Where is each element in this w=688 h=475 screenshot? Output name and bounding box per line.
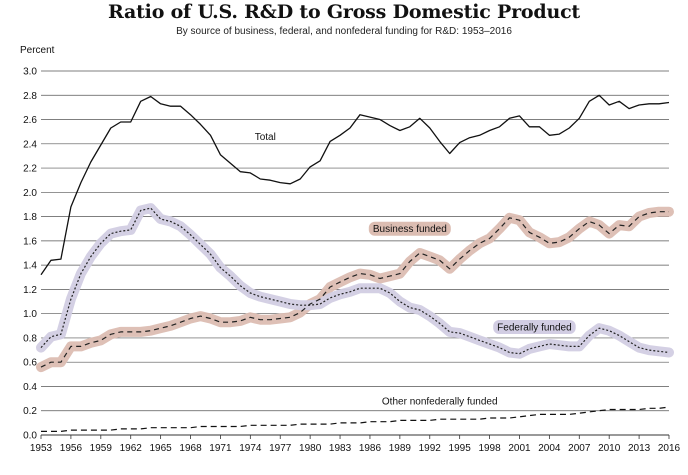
y-tick-label: 0.0: [23, 431, 37, 442]
chart-subtitle: By source of business, federal, and nonf…: [176, 26, 512, 37]
x-tick-label: 1962: [120, 443, 143, 454]
y-tick-label: 1.2: [23, 285, 37, 296]
series-line-business-funded: [40, 211, 669, 368]
x-tick-label: 2004: [538, 443, 561, 454]
y-tick-label: 1.0: [23, 309, 37, 320]
y-tick-label: 1.6: [23, 236, 37, 247]
x-tick-label: 1977: [269, 443, 292, 454]
y-tick-label: 0.4: [23, 382, 37, 393]
series-label-total: Total: [255, 132, 276, 143]
y-tick-label: 0.2: [23, 406, 37, 417]
y-tick-label: 2.2: [23, 164, 37, 175]
series-line-total: [40, 94, 670, 276]
series-line-federally-funded: [40, 207, 670, 355]
chart-title: Ratio of U.S. R&D to Gross Domestic Prod…: [107, 1, 581, 23]
x-tick-label: 1968: [179, 443, 202, 454]
x-tick-label: 1956: [60, 443, 83, 454]
x-tick-label: 1992: [419, 443, 442, 454]
series-highlights: [36, 203, 674, 373]
x-tick-label: 1959: [90, 443, 113, 454]
y-tick-label: 2.0: [23, 188, 37, 199]
axes: 0.0 0.2 0.4 0.6 0.8 1.0 1.2 1.4 1.6 1.8 2.0 2.2 2.4 2…: [20, 45, 681, 454]
x-tick-label: 1998: [478, 443, 501, 454]
y-tick-label: 3.0: [23, 67, 37, 78]
x-tick-label: 2016: [658, 443, 681, 454]
y-tick-label: 1.8: [23, 212, 37, 223]
y-tick-label: 1.4: [23, 261, 37, 272]
x-tick-label: 2007: [568, 443, 591, 454]
x-tick-label: 1995: [449, 443, 472, 454]
x-tick-label: 1965: [149, 443, 172, 454]
gridlines: [41, 70, 669, 436]
x-tick-label: 1980: [299, 443, 322, 454]
y-tick-label: 2.8: [23, 91, 37, 102]
x-tick-label: 1989: [389, 443, 412, 454]
y-tick-label: 2.6: [23, 115, 37, 126]
series-label-business-funded: Business funded: [373, 224, 447, 235]
series-line-other-nonfederally-funded: [41, 406, 670, 432]
y-tick-label: 0.6: [23, 358, 37, 369]
y-tick-label: 0.8: [23, 333, 37, 344]
x-tick-label: 1974: [239, 443, 262, 454]
series-label-federally-funded: Federally funded: [497, 323, 572, 334]
series-labels: Total Business funded Federally funded Othe…: [255, 132, 576, 408]
series-label-bg-federally-funded: [493, 320, 576, 334]
series-label-other-nonfederally-funded: Other nonfederally funded: [382, 397, 498, 408]
series-lines: [40, 94, 670, 432]
x-tick-label: 1953: [30, 443, 53, 454]
x-tick-label: 1986: [359, 443, 382, 454]
x-tick-label: 1971: [209, 443, 232, 454]
y-tick-label: 2.4: [23, 139, 37, 150]
x-tick-label: 1983: [329, 443, 352, 454]
x-tick-label: 2013: [628, 443, 651, 454]
x-tick-label: 2010: [598, 443, 621, 454]
series-label-bg-business-funded: [368, 221, 451, 236]
x-tick-label: 2001: [508, 443, 531, 454]
y-axis-label: Percent: [20, 45, 55, 56]
